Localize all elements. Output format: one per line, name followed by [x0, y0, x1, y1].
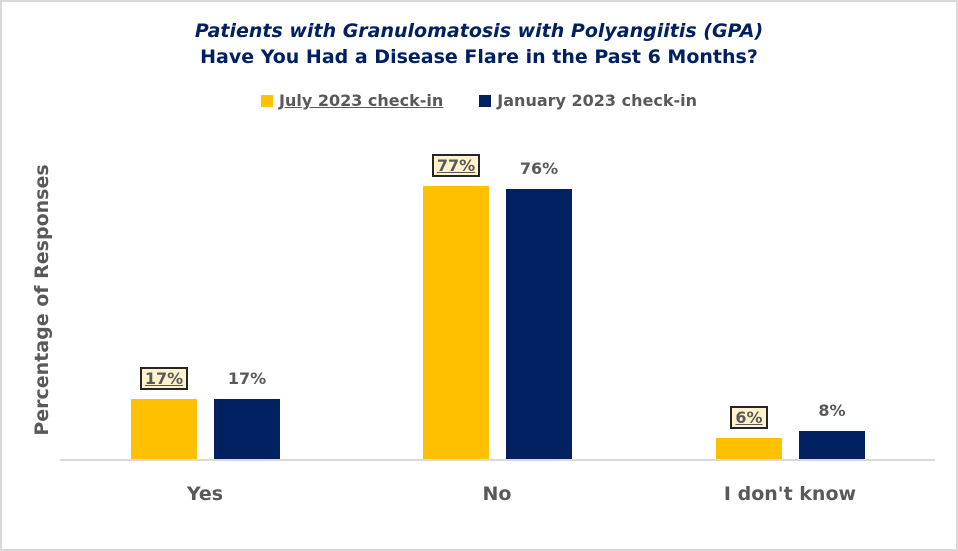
bar-i-don-t-know-july — [716, 438, 782, 459]
legend-swatch-july — [261, 94, 273, 107]
legend-item-july: July 2023 check-in — [261, 91, 443, 110]
legend-label-january: January 2023 check-in — [497, 91, 697, 110]
bar-no-january — [506, 189, 572, 459]
legend: July 2023 check-in January 2023 check-in — [0, 91, 958, 110]
legend-item-january: January 2023 check-in — [479, 91, 697, 110]
x-axis-line — [60, 459, 935, 461]
bar-i-don-t-know-january — [799, 431, 865, 459]
bar-yes-july — [131, 399, 197, 459]
data-label: 76% — [519, 159, 559, 178]
x-tick-label: Yes — [186, 483, 224, 505]
x-tick-label: I don't know — [723, 483, 857, 505]
data-label: 8% — [818, 401, 846, 420]
legend-swatch-january — [479, 94, 492, 107]
legend-label-july: July 2023 check-in — [279, 91, 444, 110]
data-label: 17% — [124, 367, 204, 390]
chart-title: Patients with Granulomatosis with Polyan… — [194, 20, 764, 42]
bar-yes-january — [214, 399, 280, 459]
data-label: 17% — [227, 369, 267, 388]
x-tick-label: No — [482, 483, 512, 505]
bar-no-july — [423, 186, 489, 459]
y-axis-label: Percentage of Responses — [31, 164, 53, 436]
data-label: 6% — [709, 406, 789, 429]
chart-subtitle: Have You Had a Disease Flare in the Past… — [200, 46, 758, 68]
data-label: 77% — [416, 154, 496, 177]
